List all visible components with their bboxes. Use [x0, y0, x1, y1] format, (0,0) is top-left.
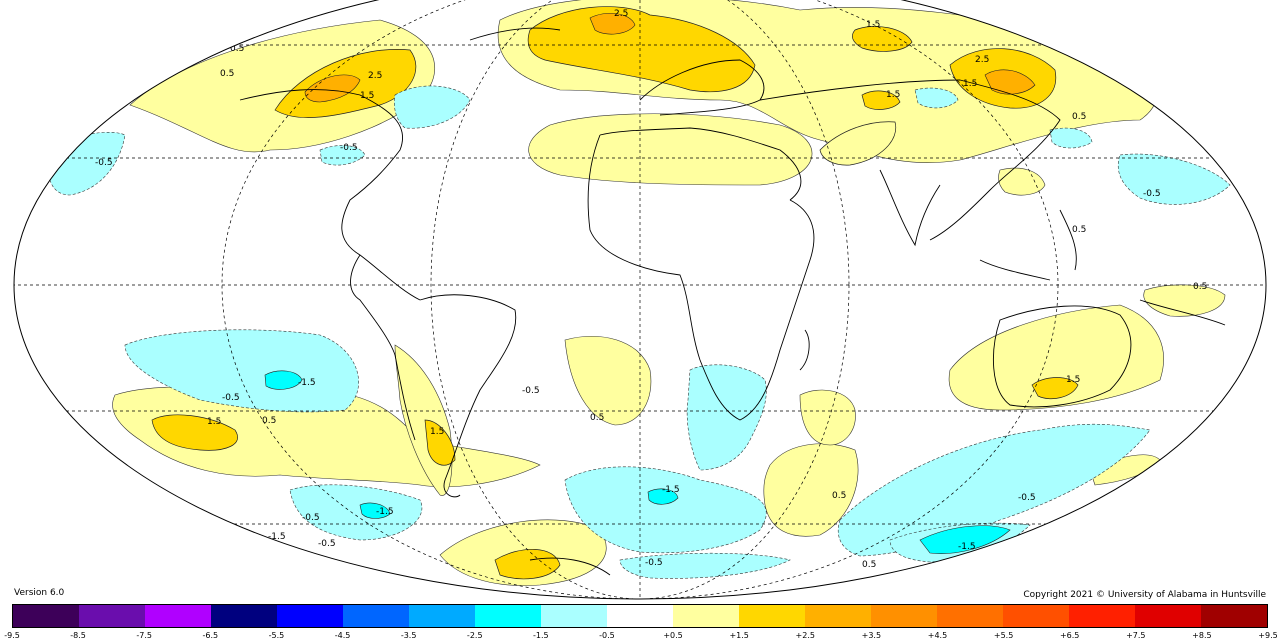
colorbar-tick-label: -4.5	[334, 631, 351, 640]
colorbar-segment	[277, 605, 343, 627]
contour-label: 2.5	[975, 55, 989, 65]
contour-label: 0.5	[262, 416, 276, 426]
colorbar-segment	[739, 605, 805, 627]
contour-label: -1.5	[662, 485, 680, 495]
colorbar-tick-label: -0.5	[599, 631, 615, 640]
colorbar-tick-label: +0.5	[663, 631, 683, 640]
contour-label: 0.5	[230, 44, 244, 54]
contour-label: -0.5	[522, 386, 540, 396]
contour-label: 0.5	[862, 560, 876, 570]
contour-label: 1.5	[866, 20, 880, 30]
colorbar-segment	[871, 605, 937, 627]
colorbar-tick-label: +6.5	[1059, 631, 1080, 640]
cool-anomaly-regions	[47, 85, 1231, 579]
globe-outline	[13, 0, 1267, 600]
contour-label: -1.5	[268, 532, 286, 542]
colorbar-tick-label: +3.5	[861, 631, 882, 640]
colorbar-segment	[145, 605, 211, 627]
contour-label: 0.5	[220, 69, 234, 79]
contour-label: 1.5	[207, 417, 221, 427]
anomaly-map: 2.5 1.5 2.5 2.5 1.5 1.5 1.5 1.5 1.5 1.5 …	[13, 0, 1267, 600]
colorbar-segment	[343, 605, 409, 627]
colorbar-tick-label: -9.5	[4, 631, 20, 640]
contour-label: -0.5	[1018, 493, 1036, 503]
colorbar	[12, 604, 1268, 628]
colorbar-ticks: -9.5 -8.5 -7.5 -6.5 -5.5 -4.5 -3.5 -2.5 -1.5 -0.5…	[4, 629, 1278, 641]
warmest-cores	[304, 12, 1036, 103]
colorbar-segment	[1135, 605, 1201, 627]
colorbar-segment	[1069, 605, 1135, 627]
colorbar-segment	[475, 605, 541, 627]
colorbar-tick-label: -1.5	[533, 631, 549, 640]
colorbar-tick-label: +1.5	[729, 631, 749, 640]
contour-labels: 2.5 1.5 2.5 2.5 1.5 1.5 1.5 1.5 1.5 1.5 …	[95, 9, 1207, 570]
contour-label: -0.5	[222, 393, 240, 403]
contour-label: -0.5	[645, 558, 663, 568]
contour-label: 1.5	[430, 427, 444, 437]
contour-label: -0.5	[302, 513, 320, 523]
colorbar-tick-label: -7.5	[136, 631, 153, 640]
contour-label: 0.5	[1072, 112, 1086, 122]
contour-label: 0.5	[1072, 225, 1086, 235]
contour-label: -0.5	[95, 158, 113, 168]
contour-label: -1.5	[298, 378, 316, 388]
colorbar-tick-label: +9.5	[1258, 631, 1278, 640]
contour-label: -0.5	[340, 143, 358, 153]
graticule	[14, 0, 1266, 599]
contour-label: -1.5	[376, 507, 394, 517]
colorbar-segment	[673, 605, 739, 627]
contour-label: -1.5	[958, 542, 976, 552]
contour-label: 1.5	[886, 90, 900, 100]
colorbar-tick-label: -3.5	[400, 631, 417, 640]
colorbar-segment	[607, 605, 673, 627]
colorbar-tick-label: -6.5	[202, 631, 219, 640]
colorbar-tick-label: -2.5	[466, 631, 483, 640]
colorbar-tick-label: +7.5	[1126, 631, 1146, 640]
contour-label: 1.5	[360, 91, 374, 101]
colorbar-segment	[541, 605, 607, 627]
contour-label: 0.5	[832, 491, 846, 501]
cold-cores	[264, 370, 1011, 554]
colorbar-segment	[211, 605, 277, 627]
colorbar-segment	[937, 605, 1003, 627]
contour-label: -0.5	[318, 539, 336, 549]
colorbar-segment	[1201, 605, 1267, 627]
colorbar-segment	[1003, 605, 1069, 627]
version-label: Version 6.0	[14, 588, 65, 598]
map-canvas: 2.5 1.5 2.5 2.5 1.5 1.5 1.5 1.5 1.5 1.5 …	[13, 0, 1267, 600]
contour-label: 1.5	[1066, 375, 1080, 385]
contour-label: -0.5	[1143, 189, 1161, 199]
coastlines	[239, 27, 1226, 576]
contour-label: 1.5	[963, 79, 977, 89]
contour-label: 0.5	[590, 413, 604, 423]
colorbar-segment	[79, 605, 145, 627]
colorbar-tick-label: +4.5	[927, 631, 948, 640]
colorbar-tick-label: +5.5	[993, 631, 1014, 640]
copyright-label: Copyright 2021 © University of Alabama i…	[1023, 590, 1266, 600]
colorbar-segment	[409, 605, 475, 627]
contour-label: 2.5	[368, 71, 382, 81]
contour-label: 2.5	[614, 9, 628, 19]
colorbar-segment	[805, 605, 871, 627]
colorbar-tick-label: -8.5	[70, 631, 86, 640]
colorbar-tick-label: -5.5	[268, 631, 285, 640]
contour-label: 0.5	[1193, 282, 1207, 292]
strong-warm-cores	[151, 6, 1079, 580]
colorbar-segment	[13, 605, 79, 627]
colorbar-tick-label: +2.5	[795, 631, 815, 640]
colorbar-tick-label: +8.5	[1192, 631, 1212, 640]
